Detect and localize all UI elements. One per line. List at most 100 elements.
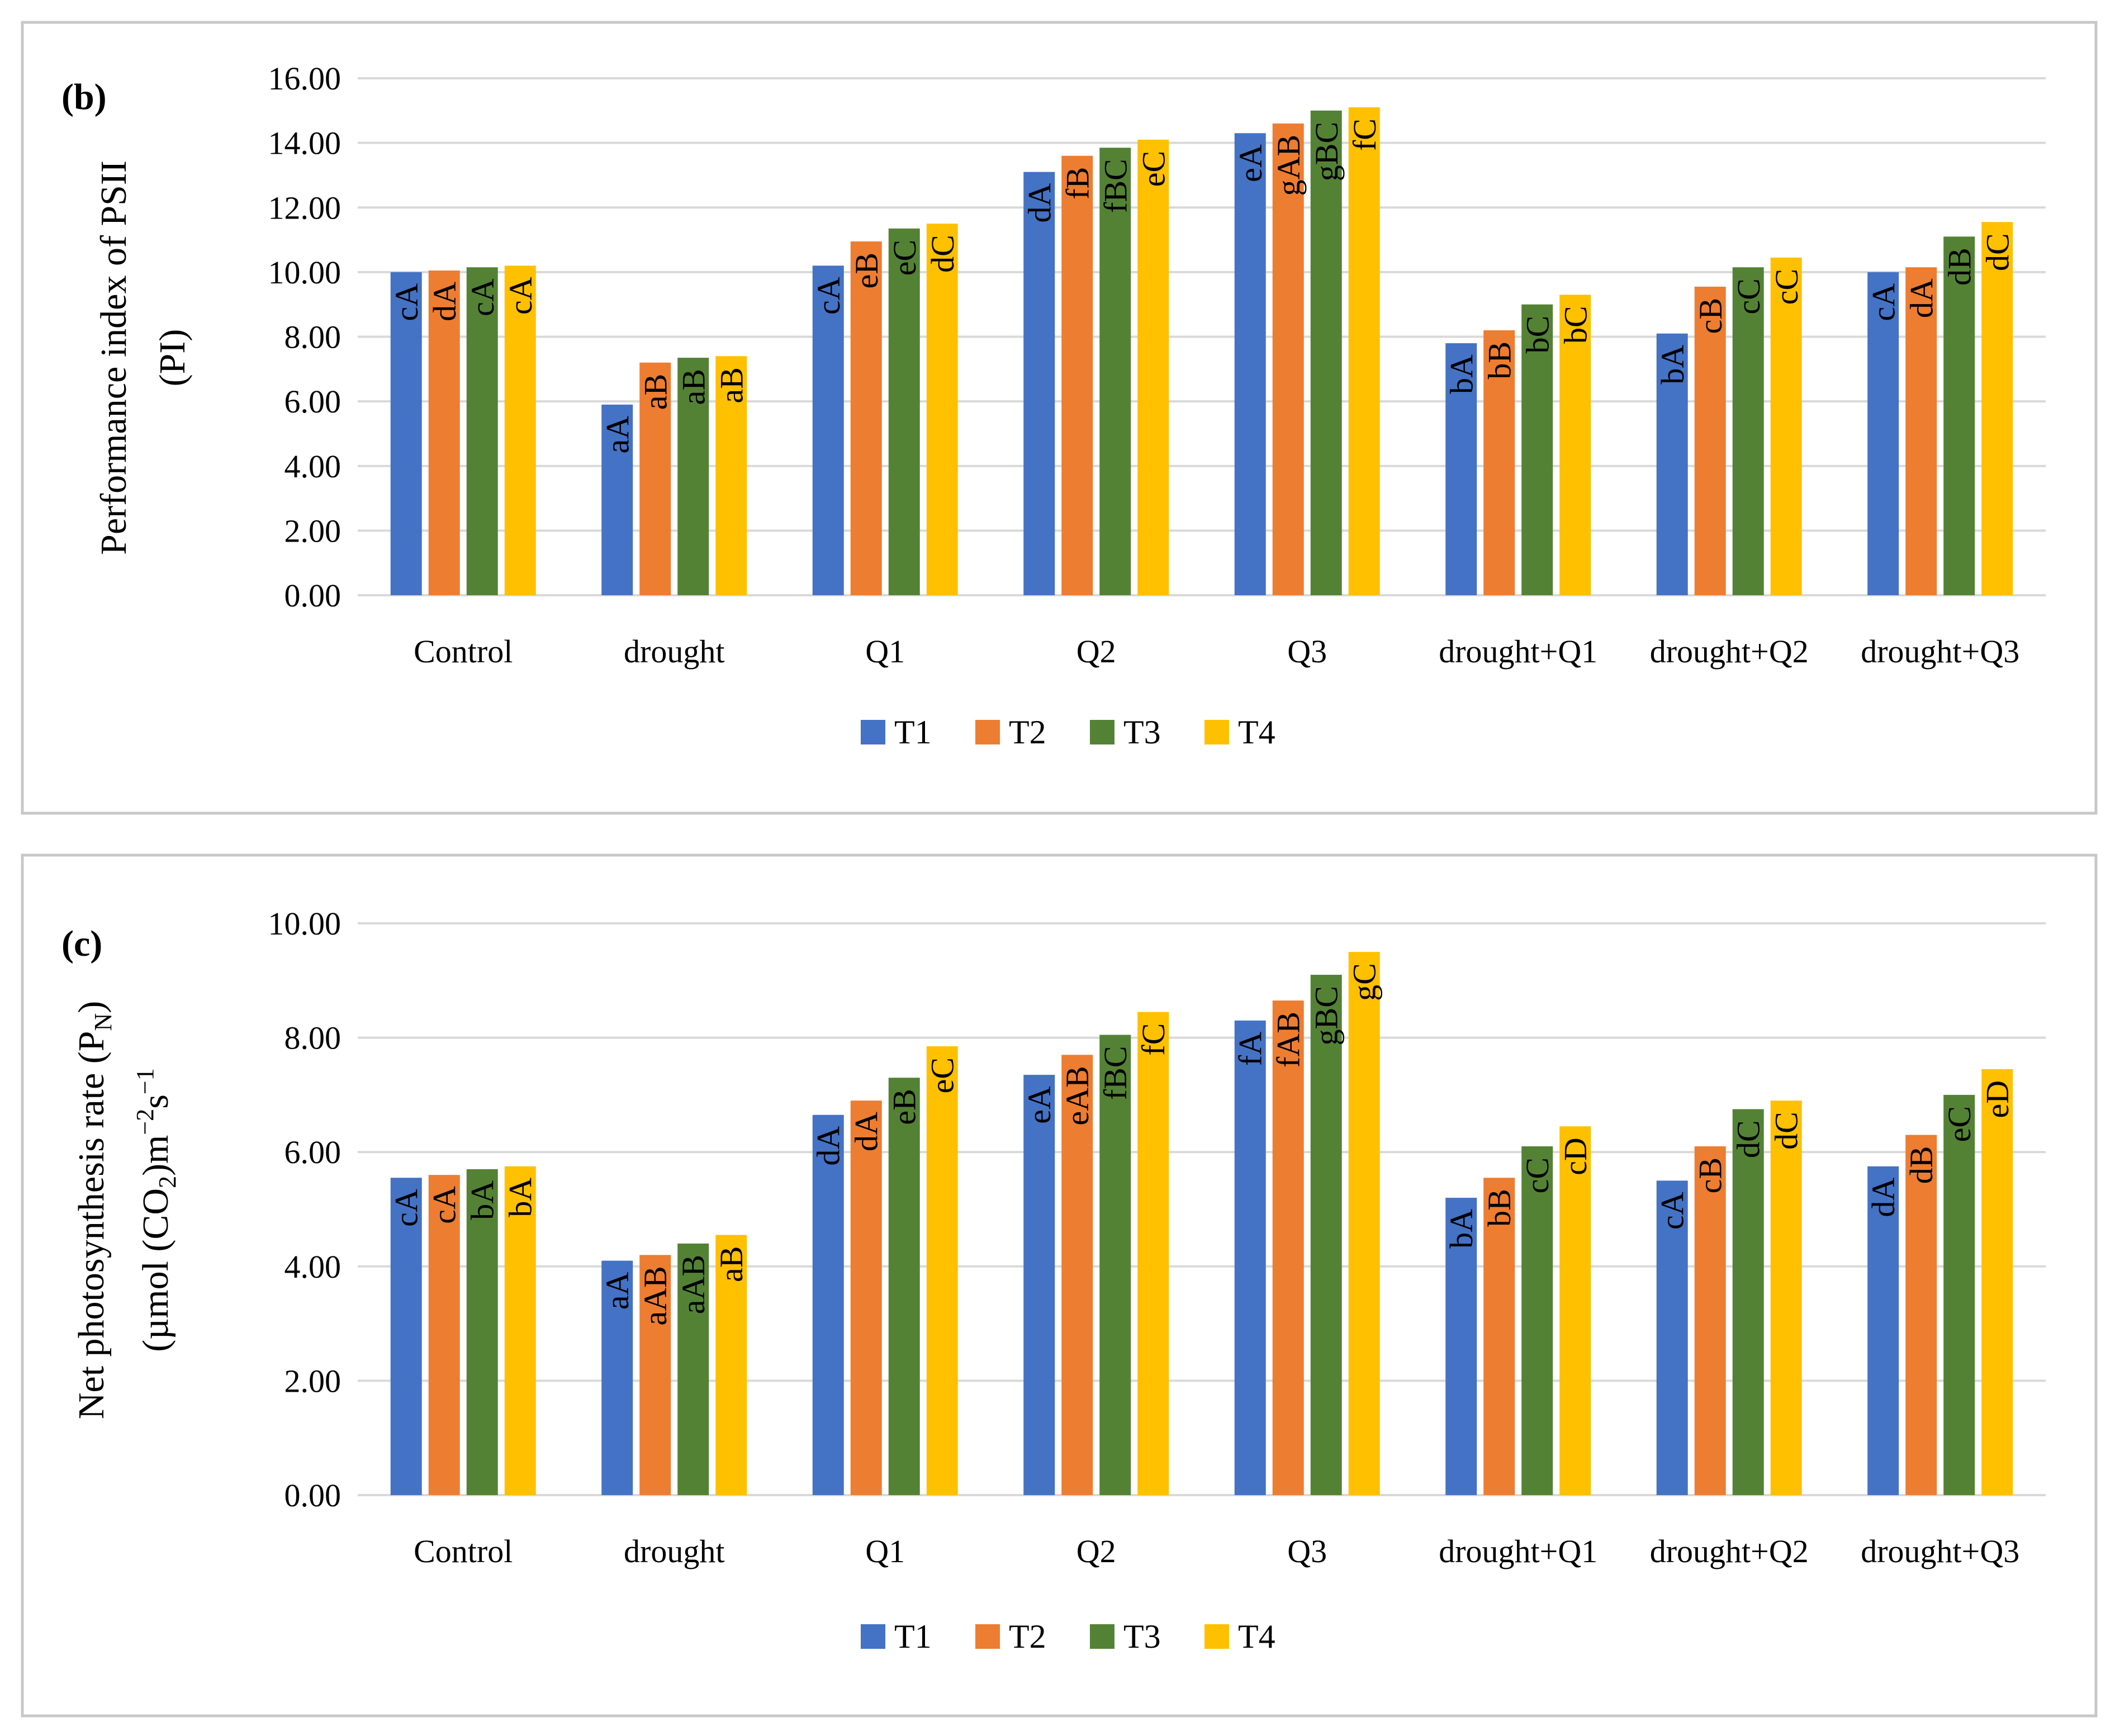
bar-t2 bbox=[1061, 1055, 1093, 1495]
bar-t2 bbox=[1694, 1146, 1726, 1495]
bar-data-label: gC bbox=[1346, 963, 1383, 1001]
y-tick-label: 8.00 bbox=[284, 1020, 342, 1056]
bar-data-label: bB bbox=[1481, 341, 1517, 380]
bar-data-label: dC bbox=[1730, 1120, 1767, 1158]
bar-data-label: fA bbox=[1232, 1032, 1269, 1066]
bar-t3 bbox=[888, 228, 920, 595]
y-axis-label: Performance index of PSII bbox=[93, 160, 134, 555]
bar-data-label: dB bbox=[1903, 1146, 1939, 1184]
y-axis-label-text: ) bbox=[71, 1001, 112, 1013]
bar-data-label: bB bbox=[1481, 1189, 1517, 1227]
x-category-label: Control bbox=[414, 633, 513, 670]
legend-swatch-t1 bbox=[861, 1624, 885, 1649]
x-category-label: drought+Q2 bbox=[1650, 1533, 1809, 1569]
x-category-label: drought+Q1 bbox=[1439, 633, 1597, 670]
x-category-label: drought+Q3 bbox=[1861, 1533, 2019, 1569]
legend-swatch-t2 bbox=[975, 720, 1000, 744]
y-tick-label: 10.00 bbox=[268, 905, 342, 942]
bar-t1 bbox=[390, 272, 422, 595]
legend-entry: T4 bbox=[1238, 1618, 1275, 1655]
bar-data-label: gBC bbox=[1308, 986, 1345, 1045]
bar-t2 bbox=[639, 1255, 671, 1495]
bar-data-label: aB bbox=[713, 367, 750, 403]
y-axis-label-line-2: (µmol (CO2)m−2s−1 bbox=[131, 1068, 181, 1352]
bar-data-label: aA bbox=[599, 416, 635, 454]
y-axis-label-superscript: −1 bbox=[131, 1068, 159, 1094]
bar-t1 bbox=[1234, 133, 1266, 595]
bar-data-label: bC bbox=[1557, 306, 1593, 344]
legend-swatch-t3 bbox=[1090, 1624, 1114, 1649]
bar-data-label: dA bbox=[1903, 278, 1939, 318]
bar-data-label: cA bbox=[1865, 283, 1901, 321]
bar-t4 bbox=[1137, 1012, 1169, 1495]
bar-data-label: aB bbox=[713, 1246, 750, 1282]
bar-t4 bbox=[1559, 295, 1591, 595]
bar-t3 bbox=[1943, 1094, 1975, 1495]
bar-t3 bbox=[1521, 304, 1553, 595]
bar-t1 bbox=[390, 1178, 422, 1495]
y-tick-label: 14.00 bbox=[268, 125, 342, 162]
legend-entry: T4 bbox=[1238, 714, 1275, 751]
bar-t4 bbox=[504, 1166, 536, 1495]
x-category-label: Q1 bbox=[865, 1533, 905, 1569]
bar-data-label: eA bbox=[1021, 1086, 1057, 1124]
bar-t2 bbox=[428, 270, 460, 595]
y-axis-label-superscript: −2 bbox=[131, 1109, 159, 1135]
x-category-label: drought bbox=[624, 1533, 724, 1569]
bar-data-label: bA bbox=[464, 1180, 501, 1220]
bar-t1 bbox=[601, 404, 633, 595]
bar-data-label: eC bbox=[886, 240, 923, 276]
legend-swatch-t4 bbox=[1204, 720, 1229, 744]
bar-data-label: eC bbox=[1135, 151, 1172, 187]
bar-t1 bbox=[1656, 333, 1688, 595]
y-tick-label: 16.00 bbox=[268, 60, 342, 97]
bar-data-label: cC bbox=[1519, 1158, 1555, 1193]
bar-t4 bbox=[504, 265, 536, 595]
y-axis-label: Net photosynthesis rate (PN) bbox=[71, 1001, 117, 1420]
bar-data-label: eA bbox=[1232, 144, 1269, 182]
bar-t2 bbox=[1272, 123, 1304, 595]
panel-label: (c) bbox=[61, 923, 102, 964]
bar-data-label: cA bbox=[426, 1186, 463, 1224]
bar-t4 bbox=[1348, 952, 1380, 1495]
y-axis-label-subscript: 2 bbox=[154, 1176, 181, 1188]
bar-t2 bbox=[1483, 1178, 1515, 1495]
bar-t3 bbox=[1099, 148, 1131, 595]
y-axis-label-line-2: (PI) bbox=[152, 329, 193, 387]
legend-entry: T2 bbox=[1009, 714, 1046, 751]
bar-data-label: bA bbox=[1443, 354, 1479, 394]
legend-entry: T2 bbox=[1009, 1618, 1046, 1655]
bar-t2 bbox=[1905, 1135, 1937, 1495]
bar-t3 bbox=[888, 1078, 920, 1495]
y-tick-label: 0.00 bbox=[284, 577, 342, 614]
bar-t4 bbox=[1770, 1101, 1802, 1495]
legend-entry: T3 bbox=[1123, 714, 1161, 751]
panel-b-chart: 0.00 2.00 4.00 6.00 8.00 10.00 12.00 14.00 16.00… bbox=[21, 21, 2098, 815]
y-tick-label: 6.00 bbox=[284, 383, 342, 420]
bar-t4 bbox=[926, 224, 958, 595]
bar-t1 bbox=[1445, 343, 1477, 595]
bar-data-label: cA bbox=[388, 1189, 425, 1227]
bar-data-label: cA bbox=[464, 278, 501, 316]
bar-t3 bbox=[1310, 975, 1342, 1495]
bar-data-label: gAB bbox=[1270, 135, 1307, 196]
bar-t3 bbox=[1099, 1035, 1131, 1495]
bar-t3 bbox=[1943, 236, 1975, 595]
y-tick-label: 8.00 bbox=[284, 319, 342, 355]
bar-data-label: dB bbox=[1941, 248, 1977, 286]
legend-swatch-t1 bbox=[861, 720, 885, 744]
bar-t2 bbox=[1483, 330, 1515, 595]
bar-data-label: eD bbox=[1979, 1080, 2015, 1118]
bar-data-label: aAB bbox=[637, 1266, 674, 1325]
bar-t4 bbox=[1981, 1069, 2013, 1495]
bar-t4 bbox=[1981, 222, 2013, 595]
y-tick-label: 6.00 bbox=[284, 1134, 342, 1170]
bar-data-label: bC bbox=[1519, 316, 1555, 354]
bar-data-label: eB bbox=[848, 253, 885, 288]
bar-t4 bbox=[1348, 107, 1380, 595]
bar-data-label: aB bbox=[637, 374, 674, 410]
bar-data-label: eC bbox=[924, 1057, 961, 1093]
bar-data-label: fAB bbox=[1270, 1012, 1307, 1068]
